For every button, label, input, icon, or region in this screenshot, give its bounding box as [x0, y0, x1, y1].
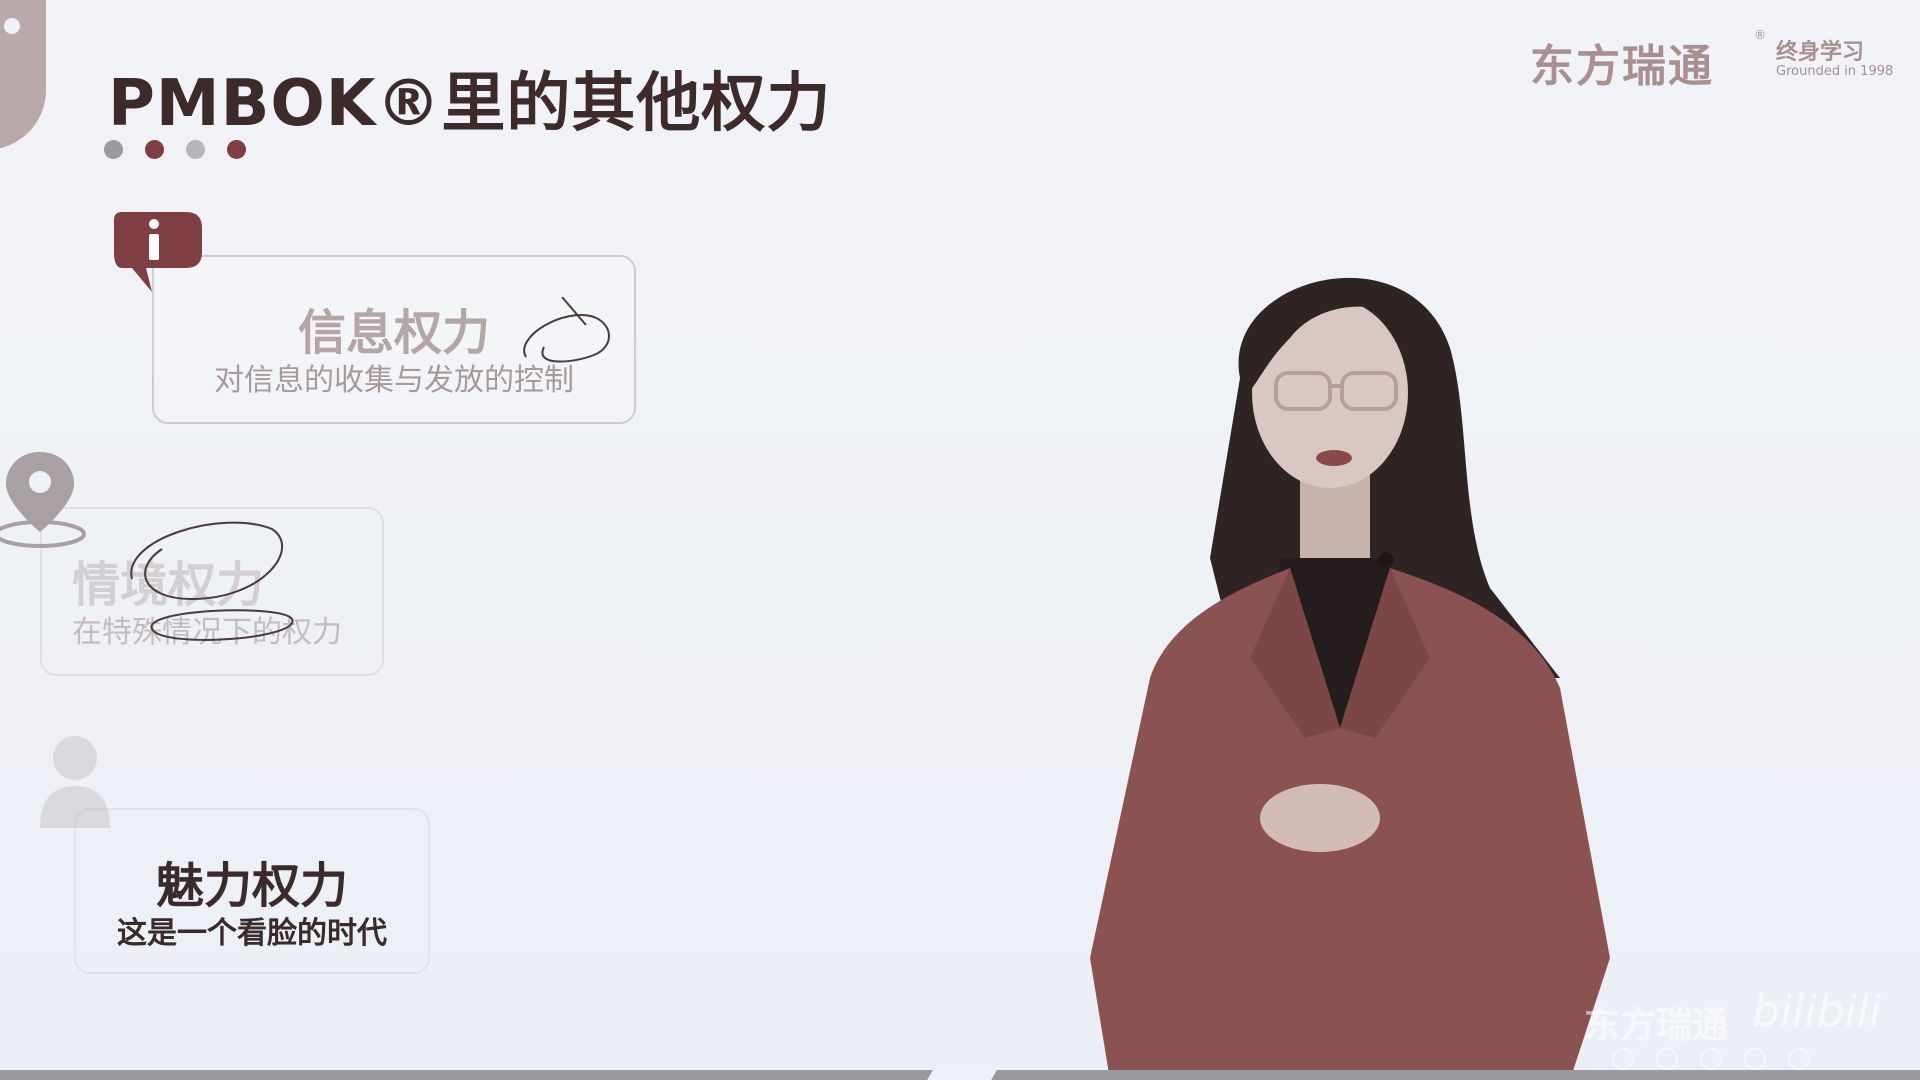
- card-situational-power: 情境权力 在特殊情况下的权力: [40, 507, 384, 676]
- card-description: 在特殊情况下的权力: [72, 615, 342, 650]
- decor-dot: [227, 140, 246, 159]
- card-title: 魅力权力: [155, 858, 348, 914]
- bottom-progress-bar: [0, 1070, 1920, 1080]
- control-icon[interactable]: [1612, 1048, 1634, 1070]
- logo-founded: Grounded in 1998: [1776, 64, 1894, 79]
- watermark-brand: 东方瑞通: [1584, 1005, 1729, 1046]
- control-icon[interactable]: [1744, 1048, 1766, 1070]
- presenter-figure: [1090, 277, 1610, 1080]
- card-title: 情境权力: [72, 557, 265, 613]
- control-icon[interactable]: [1788, 1048, 1810, 1070]
- logo-subtitle: 终身学习: [1776, 40, 1865, 65]
- card-information-power: 信息权力 对信息的收集与发放的控制: [152, 255, 636, 424]
- corner-decoration: [0, 0, 46, 150]
- slide-title: PMBOK®里的其他权力: [108, 67, 832, 141]
- card-charisma-power: 魅力权力 这是一个看脸的时代: [74, 808, 430, 974]
- player-controls: [1612, 1048, 1810, 1070]
- title-dots: [104, 140, 246, 159]
- control-icon[interactable]: [1656, 1048, 1678, 1070]
- annotation-circle: [523, 297, 610, 363]
- card-description: 这是一个看脸的时代: [117, 916, 387, 951]
- logo-reg-mark: ®: [1754, 28, 1766, 42]
- brand-logo: 东方瑞通 ® 终身学习 Grounded in 1998: [1530, 28, 1894, 92]
- watermark-bilibili: bilibili: [1752, 986, 1882, 1037]
- info-icon: [114, 212, 202, 292]
- decor-dot: [104, 140, 123, 159]
- decor-dot: [145, 140, 164, 159]
- card-title: 信息权力: [297, 305, 490, 361]
- annotation-circles: [130, 521, 294, 641]
- card-description: 对信息的收集与发放的控制: [214, 363, 574, 398]
- logo-brand-text: 东方瑞通: [1530, 41, 1714, 92]
- location-pin-icon: [0, 452, 86, 548]
- decor-dot: [186, 140, 205, 159]
- person-icon: [40, 736, 110, 828]
- control-icon[interactable]: [1700, 1048, 1722, 1070]
